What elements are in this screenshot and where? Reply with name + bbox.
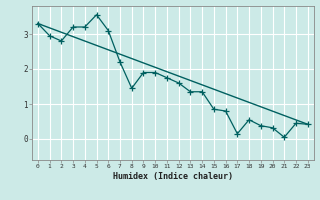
- X-axis label: Humidex (Indice chaleur): Humidex (Indice chaleur): [113, 172, 233, 181]
